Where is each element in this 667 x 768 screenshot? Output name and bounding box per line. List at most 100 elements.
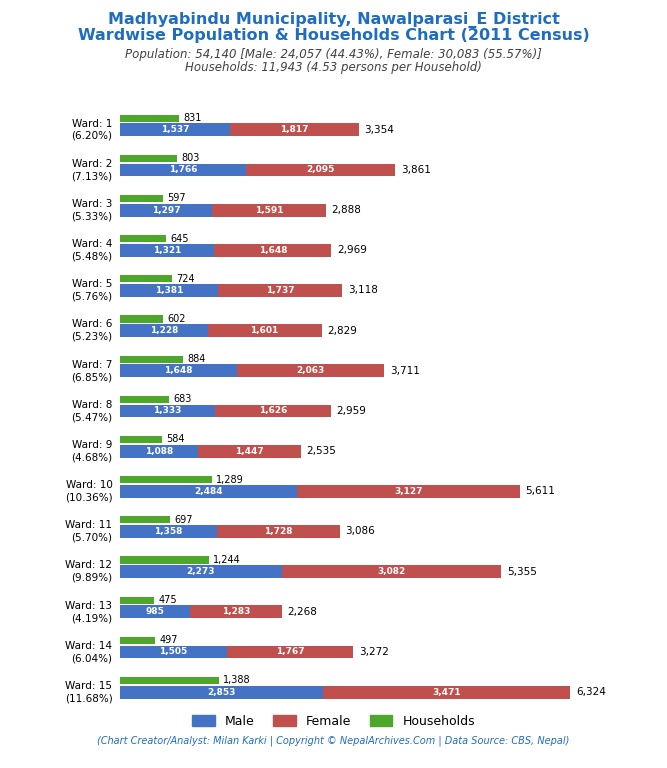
Bar: [120, 476, 212, 483]
Text: 2,063: 2,063: [297, 366, 325, 376]
Text: 2,484: 2,484: [194, 487, 223, 496]
Bar: [120, 597, 154, 604]
Text: Households: 11,943 (4.53 persons per Household): Households: 11,943 (4.53 persons per Hou…: [185, 61, 482, 74]
Text: Wardwise Population & Households Chart (2011 Census): Wardwise Population & Households Chart (…: [77, 28, 590, 44]
Bar: [120, 646, 227, 658]
Text: 831: 831: [183, 113, 202, 123]
Bar: [120, 316, 163, 323]
Text: 475: 475: [158, 595, 177, 605]
Text: 1,333: 1,333: [153, 406, 181, 415]
Text: 1,321: 1,321: [153, 246, 181, 255]
Bar: [323, 686, 570, 699]
Text: 1,648: 1,648: [165, 366, 193, 376]
Bar: [237, 364, 384, 377]
Text: 3,272: 3,272: [359, 647, 389, 657]
Text: 985: 985: [145, 607, 165, 616]
Text: 2,969: 2,969: [338, 245, 367, 255]
Bar: [120, 154, 177, 162]
Text: 1,728: 1,728: [264, 527, 293, 536]
Text: 645: 645: [170, 233, 189, 243]
Bar: [120, 686, 323, 699]
Text: 1,088: 1,088: [145, 447, 173, 455]
Bar: [120, 235, 166, 242]
Legend: Male, Female, Households: Male, Female, Households: [187, 710, 480, 733]
Text: 2,268: 2,268: [287, 607, 317, 617]
Text: 3,861: 3,861: [401, 165, 431, 175]
Text: 6,324: 6,324: [576, 687, 606, 697]
Text: 597: 597: [167, 194, 185, 204]
Text: 2,888: 2,888: [331, 205, 362, 215]
Text: 2,095: 2,095: [306, 165, 335, 174]
Text: 5,611: 5,611: [526, 486, 555, 496]
Text: 5,355: 5,355: [507, 567, 537, 577]
Bar: [120, 565, 282, 578]
Text: 584: 584: [166, 435, 184, 445]
Text: 1,505: 1,505: [159, 647, 188, 657]
Bar: [120, 396, 169, 403]
Bar: [212, 204, 325, 217]
Bar: [246, 164, 395, 177]
Bar: [214, 244, 331, 257]
Bar: [120, 284, 218, 297]
Bar: [207, 324, 321, 337]
Text: Population: 54,140 [Male: 24,057 (44.43%), Female: 30,083 (55.57%)]: Population: 54,140 [Male: 24,057 (44.43%…: [125, 48, 542, 61]
Text: 1,766: 1,766: [169, 165, 197, 174]
Bar: [120, 204, 212, 217]
Text: 3,086: 3,086: [346, 527, 376, 537]
Text: 497: 497: [159, 635, 178, 645]
Text: 803: 803: [181, 154, 200, 164]
Text: 1,648: 1,648: [259, 246, 287, 255]
Text: 1,228: 1,228: [149, 326, 178, 335]
Bar: [120, 275, 171, 283]
Text: (Chart Creator/Analyst: Milan Karki | Copyright © NepalArchives.Com | Data Sourc: (Chart Creator/Analyst: Milan Karki | Co…: [97, 736, 570, 746]
Text: 2,535: 2,535: [306, 446, 336, 456]
Bar: [218, 284, 342, 297]
Bar: [297, 485, 520, 498]
Text: 2,829: 2,829: [327, 326, 357, 336]
Text: 1,381: 1,381: [155, 286, 183, 295]
Bar: [120, 485, 297, 498]
Bar: [215, 405, 331, 417]
Text: 724: 724: [176, 274, 195, 284]
Text: 1,591: 1,591: [255, 206, 283, 214]
Bar: [120, 405, 215, 417]
Text: 1,626: 1,626: [259, 406, 287, 415]
Text: 1,297: 1,297: [152, 206, 181, 214]
Bar: [197, 445, 301, 458]
Bar: [120, 445, 197, 458]
Text: 1,601: 1,601: [250, 326, 279, 335]
Bar: [282, 565, 502, 578]
Bar: [120, 677, 219, 684]
Text: 1,283: 1,283: [221, 607, 250, 616]
Text: 3,471: 3,471: [432, 687, 461, 697]
Text: 1,289: 1,289: [216, 475, 244, 485]
Text: 602: 602: [167, 314, 185, 324]
Text: 2,959: 2,959: [336, 406, 366, 416]
Bar: [120, 436, 161, 443]
Bar: [120, 516, 169, 524]
Bar: [120, 124, 229, 136]
Text: 1,358: 1,358: [154, 527, 183, 536]
Text: 683: 683: [173, 394, 191, 404]
Text: 3,118: 3,118: [348, 286, 378, 296]
Bar: [190, 605, 281, 618]
Text: 1,388: 1,388: [223, 676, 251, 686]
Text: 1,447: 1,447: [235, 447, 263, 455]
Bar: [120, 364, 237, 377]
Bar: [227, 646, 353, 658]
Bar: [120, 324, 207, 337]
Text: 697: 697: [174, 515, 193, 525]
Bar: [120, 525, 217, 538]
Text: 1,817: 1,817: [280, 125, 308, 134]
Bar: [120, 605, 190, 618]
Text: 1,244: 1,244: [213, 555, 241, 565]
Text: 3,127: 3,127: [394, 487, 422, 496]
Text: 1,767: 1,767: [276, 647, 304, 657]
Bar: [120, 356, 183, 362]
Text: 3,711: 3,711: [390, 366, 420, 376]
Bar: [120, 556, 209, 564]
Bar: [120, 114, 179, 122]
Text: 3,354: 3,354: [365, 124, 394, 135]
Text: Madhyabindu Municipality, Nawalparasi_E District: Madhyabindu Municipality, Nawalparasi_E …: [107, 12, 560, 28]
Text: 2,273: 2,273: [187, 567, 215, 576]
